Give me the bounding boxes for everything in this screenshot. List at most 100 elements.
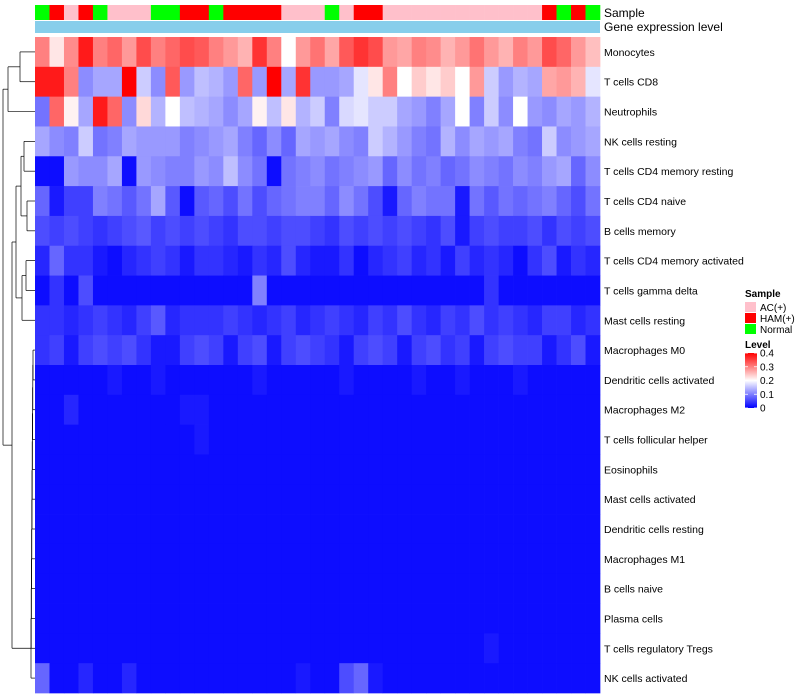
heatmap-cell bbox=[136, 305, 152, 336]
heatmap-cell bbox=[92, 365, 108, 396]
heatmap-cell bbox=[426, 275, 441, 306]
heatmap-cell bbox=[484, 454, 499, 485]
row-dendrogram bbox=[2, 51, 35, 679]
heatmap-cell bbox=[165, 633, 181, 664]
heatmap-cell bbox=[484, 335, 499, 366]
heatmap-cell bbox=[382, 633, 398, 664]
heatmap-cell bbox=[585, 186, 601, 217]
heatmap-cell bbox=[165, 96, 181, 127]
heatmap-cell bbox=[266, 156, 282, 187]
heatmap-cell bbox=[469, 454, 485, 485]
heatmap-cell bbox=[527, 514, 543, 545]
heatmap-cell bbox=[368, 633, 384, 664]
heatmap-cell bbox=[469, 514, 485, 545]
heatmap-cell bbox=[179, 66, 195, 97]
heatmap-cell bbox=[310, 215, 326, 247]
heatmap-cell bbox=[324, 365, 340, 396]
heatmap-cell bbox=[397, 424, 413, 455]
heatmap-cell bbox=[440, 365, 456, 396]
heatmap-cell bbox=[208, 603, 224, 634]
heatmap-cell bbox=[150, 454, 166, 485]
heatmap-cell bbox=[382, 305, 398, 336]
heatmap-cell bbox=[339, 37, 355, 68]
heatmap-cell bbox=[353, 275, 369, 306]
heatmap-cell bbox=[324, 96, 340, 127]
heatmap-cell bbox=[426, 573, 441, 604]
heatmap-cell bbox=[121, 543, 137, 575]
heatmap-cell bbox=[339, 365, 355, 396]
heatmap-cell bbox=[324, 603, 340, 634]
heatmap-cell bbox=[237, 186, 253, 217]
heatmap-cell bbox=[324, 663, 340, 694]
heatmap-cell bbox=[556, 186, 572, 217]
heatmap-cell bbox=[121, 663, 137, 694]
heatmap-cell bbox=[353, 156, 369, 187]
heatmap-cell bbox=[208, 186, 224, 217]
heatmap-cell bbox=[223, 245, 239, 276]
heatmap-cell bbox=[426, 96, 441, 127]
heatmap-cell bbox=[63, 245, 79, 276]
sample-annotation-cell bbox=[208, 5, 224, 20]
heatmap-cell bbox=[498, 514, 514, 545]
heatmap-cell bbox=[556, 335, 572, 366]
heatmap-cell bbox=[136, 484, 152, 515]
heatmap-cell bbox=[223, 365, 239, 396]
heatmap-cell bbox=[150, 37, 166, 68]
heatmap-cell bbox=[35, 156, 50, 187]
heatmap-cell bbox=[35, 365, 50, 396]
heatmap-cell bbox=[527, 484, 543, 515]
heatmap-cell bbox=[295, 245, 311, 276]
heatmap-cell bbox=[585, 335, 601, 366]
heatmap-cell bbox=[165, 186, 181, 217]
heatmap-cell bbox=[368, 365, 384, 396]
heatmap-cell bbox=[78, 543, 94, 575]
heatmap-cell bbox=[49, 663, 65, 694]
heatmap-cell bbox=[63, 514, 79, 545]
heatmap-cell bbox=[527, 275, 543, 306]
heatmap-cell bbox=[281, 275, 297, 306]
heatmap-cell bbox=[121, 305, 137, 336]
heatmap-cell bbox=[542, 394, 557, 425]
heatmap-cell bbox=[455, 37, 470, 68]
sample-annotation-cell bbox=[455, 5, 470, 20]
heatmap-cell bbox=[281, 335, 297, 366]
heatmap-cell bbox=[295, 37, 311, 68]
heatmap-cell bbox=[397, 365, 413, 396]
heatmap-cell bbox=[542, 365, 557, 396]
heatmap-cell bbox=[339, 335, 355, 366]
heatmap-cell bbox=[92, 394, 108, 425]
heatmap-cell bbox=[397, 573, 413, 604]
heatmap-cell bbox=[49, 514, 65, 545]
heatmap-cell bbox=[440, 245, 456, 276]
heatmap-cell bbox=[585, 663, 601, 694]
heatmap-cell bbox=[179, 215, 195, 247]
heatmap-cell bbox=[63, 186, 79, 217]
heatmap-cell bbox=[382, 215, 398, 247]
heatmap-cell bbox=[165, 156, 181, 187]
heatmap-cell bbox=[49, 96, 65, 127]
heatmap-cell bbox=[295, 543, 311, 575]
expression-track-label: Gene expression level bbox=[604, 20, 723, 34]
heatmap-cell bbox=[252, 96, 268, 127]
heatmap-cell bbox=[513, 663, 528, 694]
heatmap-cell bbox=[165, 394, 181, 425]
sample-annotation-cell bbox=[107, 5, 123, 20]
heatmap-cell bbox=[353, 454, 369, 485]
row-label: Monocytes bbox=[604, 47, 655, 59]
heatmap-cell bbox=[121, 186, 137, 217]
heatmap-cell bbox=[368, 126, 384, 157]
heatmap-cell bbox=[78, 37, 94, 68]
heatmap-cell bbox=[585, 365, 601, 396]
heatmap-cell bbox=[382, 543, 398, 575]
heatmap-cell bbox=[353, 424, 369, 455]
heatmap-cell bbox=[78, 514, 94, 545]
sample-annotation-cell bbox=[136, 5, 152, 20]
heatmap-cell bbox=[440, 96, 456, 127]
heatmap-cell bbox=[498, 245, 514, 276]
heatmap-cell bbox=[194, 66, 210, 97]
heatmap-cell bbox=[194, 543, 210, 575]
heatmap-cell bbox=[252, 245, 268, 276]
heatmap-cell bbox=[469, 186, 485, 217]
heatmap-cell bbox=[49, 186, 65, 217]
heatmap-cell bbox=[455, 96, 470, 127]
